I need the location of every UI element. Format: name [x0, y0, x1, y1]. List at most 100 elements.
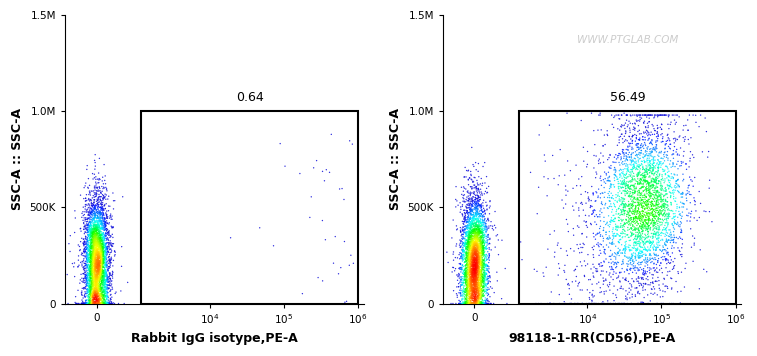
Point — [98, 274, 111, 279]
Point — [464, 203, 476, 209]
Point — [469, 240, 481, 246]
Point — [472, 272, 484, 278]
Point — [474, 282, 486, 287]
Point — [454, 290, 466, 296]
Point — [471, 282, 483, 288]
Point — [593, 261, 606, 267]
Point — [459, 277, 471, 282]
Point — [101, 220, 113, 226]
Point — [95, 232, 107, 238]
Point — [472, 301, 484, 307]
Point — [89, 223, 101, 229]
Point — [460, 272, 472, 278]
Point — [460, 246, 472, 252]
Point — [86, 240, 98, 246]
Point — [647, 184, 659, 190]
Point — [469, 301, 481, 307]
Point — [474, 255, 486, 261]
Point — [93, 218, 105, 223]
Point — [656, 112, 668, 118]
Point — [461, 283, 473, 288]
Point — [89, 231, 101, 236]
Point — [86, 269, 98, 274]
Point — [625, 146, 637, 152]
Point — [644, 174, 656, 180]
Point — [470, 301, 482, 307]
Point — [472, 260, 484, 266]
Point — [653, 227, 665, 232]
Point — [483, 274, 495, 279]
Point — [475, 267, 488, 273]
Point — [92, 290, 104, 296]
Point — [633, 260, 645, 265]
Point — [633, 262, 645, 268]
Point — [475, 280, 488, 286]
Point — [90, 235, 102, 241]
Point — [469, 267, 481, 273]
Point — [634, 255, 646, 261]
Point — [473, 301, 485, 307]
Point — [81, 202, 93, 208]
Point — [92, 231, 104, 236]
Point — [89, 234, 101, 240]
Point — [101, 301, 113, 307]
Point — [459, 277, 472, 283]
Point — [463, 210, 475, 216]
Point — [668, 196, 680, 201]
Point — [84, 284, 96, 290]
Point — [611, 223, 623, 229]
Point — [651, 196, 663, 201]
Point — [92, 276, 104, 282]
Point — [465, 234, 477, 239]
Point — [89, 301, 101, 307]
Point — [94, 210, 106, 215]
Point — [460, 232, 472, 237]
Point — [83, 279, 95, 284]
Point — [644, 298, 656, 304]
Point — [469, 279, 481, 285]
Point — [89, 252, 101, 257]
Point — [468, 243, 480, 249]
Point — [466, 239, 478, 245]
Point — [606, 204, 618, 209]
Point — [624, 141, 636, 147]
Point — [102, 301, 114, 307]
Point — [78, 221, 90, 226]
Point — [89, 268, 101, 273]
Point — [473, 261, 485, 267]
Point — [615, 202, 627, 208]
Point — [687, 152, 699, 158]
Point — [468, 242, 480, 247]
Point — [88, 255, 100, 261]
Point — [654, 183, 666, 188]
Point — [85, 225, 97, 231]
Point — [593, 212, 606, 218]
Point — [86, 254, 98, 260]
Point — [612, 232, 624, 237]
Point — [466, 199, 478, 205]
Point — [83, 243, 95, 249]
Point — [675, 191, 687, 197]
Point — [472, 257, 484, 263]
Point — [96, 240, 108, 246]
Point — [598, 132, 610, 138]
Point — [466, 301, 478, 307]
Point — [477, 232, 489, 238]
Point — [626, 177, 638, 183]
Point — [612, 259, 624, 265]
Point — [98, 237, 111, 243]
Point — [637, 221, 650, 226]
Point — [681, 188, 693, 193]
Point — [468, 293, 480, 299]
Point — [469, 301, 481, 307]
Point — [464, 229, 476, 235]
Point — [92, 291, 104, 297]
Point — [453, 284, 465, 289]
Point — [88, 262, 100, 268]
Point — [597, 263, 609, 268]
Point — [463, 230, 475, 235]
Point — [89, 277, 101, 282]
Point — [455, 254, 467, 260]
Point — [87, 256, 99, 262]
Point — [463, 301, 475, 307]
